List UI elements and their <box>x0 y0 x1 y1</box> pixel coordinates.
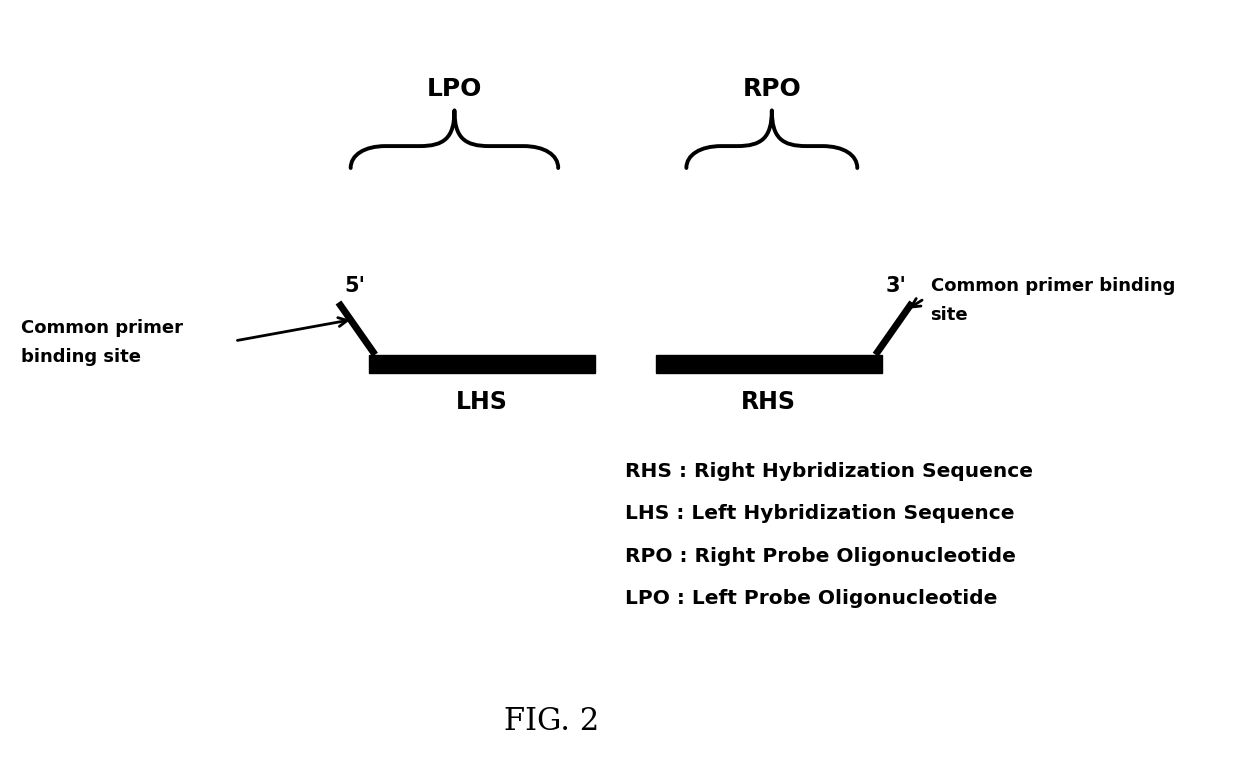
Text: Common primer binding: Common primer binding <box>930 277 1174 295</box>
Text: 3': 3' <box>885 276 906 296</box>
Text: LHS : Left Hybridization Sequence: LHS : Left Hybridization Sequence <box>625 505 1014 523</box>
Text: LPO : Left Probe Oligonucleotide: LPO : Left Probe Oligonucleotide <box>625 589 998 608</box>
FancyBboxPatch shape <box>370 354 595 373</box>
Text: 5': 5' <box>345 276 366 296</box>
Text: LPO: LPO <box>427 77 482 101</box>
FancyBboxPatch shape <box>656 354 882 373</box>
Text: FIG. 2: FIG. 2 <box>505 706 600 737</box>
Text: RHS : Right Hybridization Sequence: RHS : Right Hybridization Sequence <box>625 462 1033 481</box>
Text: RHS: RHS <box>742 390 796 414</box>
Text: LHS: LHS <box>456 390 508 414</box>
Text: site: site <box>930 306 968 324</box>
Text: binding site: binding site <box>21 348 141 366</box>
Text: RPO : Right Probe Oligonucleotide: RPO : Right Probe Oligonucleotide <box>625 546 1017 566</box>
Text: Common primer: Common primer <box>21 319 184 337</box>
Text: RPO: RPO <box>743 77 801 101</box>
